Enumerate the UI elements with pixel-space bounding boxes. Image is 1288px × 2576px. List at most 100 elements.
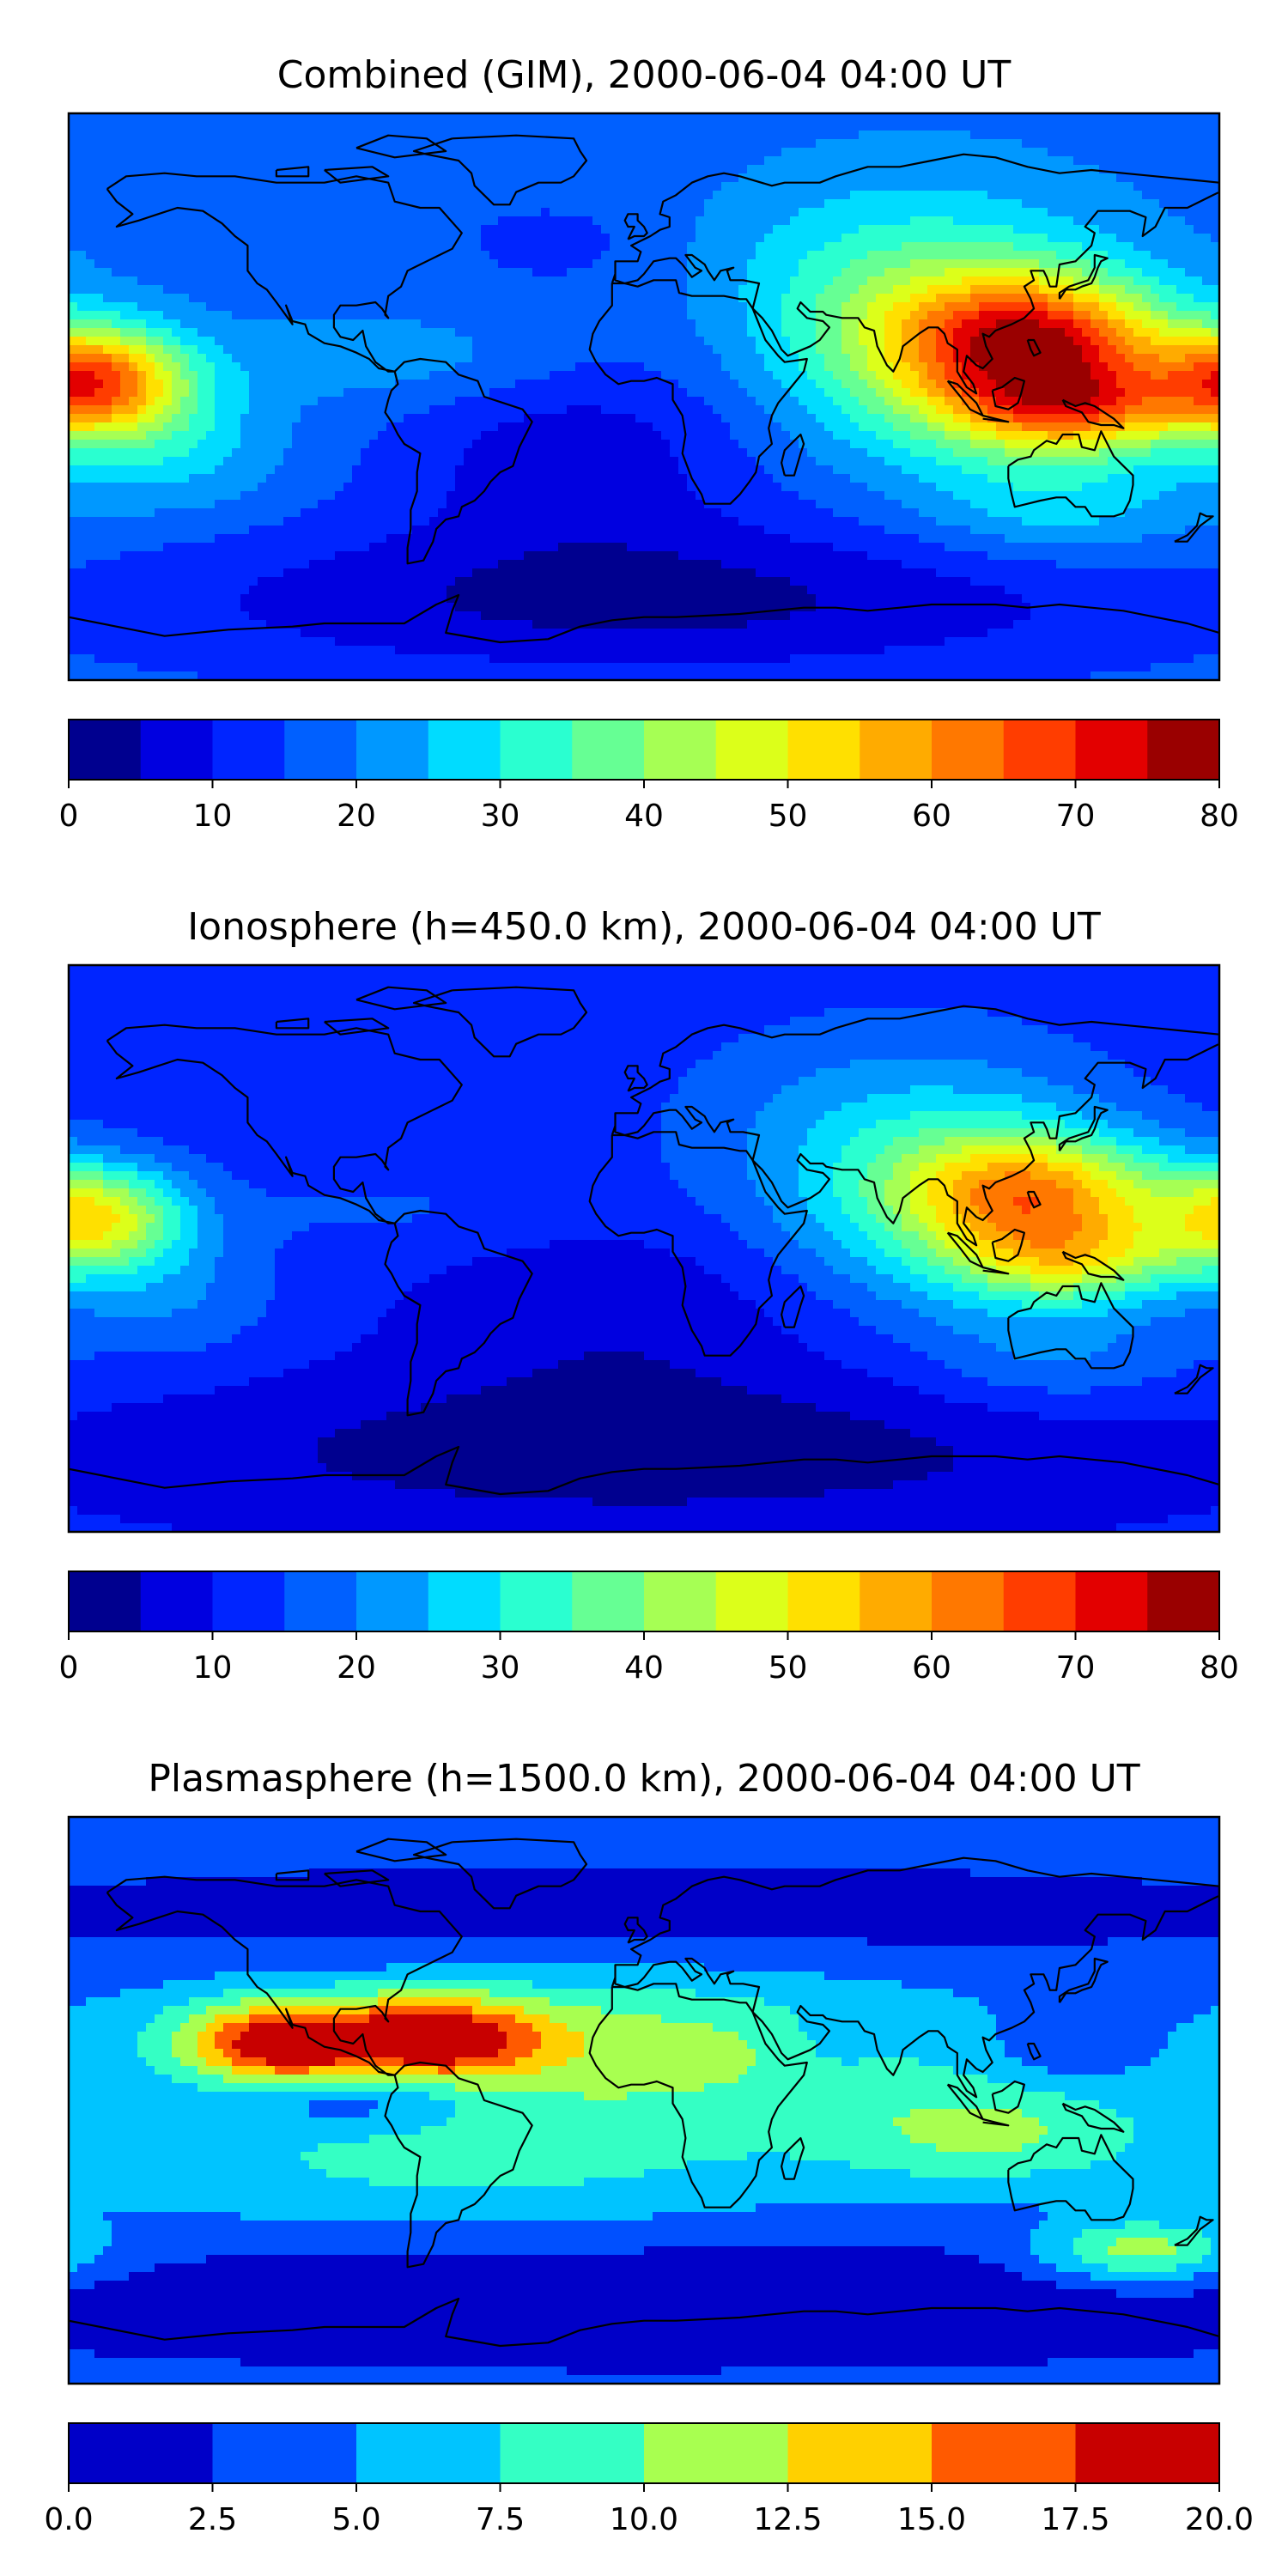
map-cell xyxy=(1211,371,1219,380)
map-cell xyxy=(447,259,456,269)
map-cell xyxy=(309,319,319,329)
map-cell xyxy=(996,173,1005,183)
map-cell xyxy=(567,276,576,286)
map-cell xyxy=(1125,328,1134,337)
map-cell xyxy=(756,354,765,363)
map-cell xyxy=(301,208,310,217)
map-cell xyxy=(687,319,696,329)
map-cell xyxy=(618,242,628,252)
map-cell xyxy=(1176,242,1186,252)
map-cell xyxy=(438,362,447,372)
map-cell xyxy=(1091,199,1100,209)
map-cell xyxy=(481,405,490,415)
map-cell xyxy=(747,268,756,277)
map-cell xyxy=(1108,208,1117,217)
map-cell xyxy=(155,371,164,380)
map-cell xyxy=(962,345,971,355)
map-cell xyxy=(962,173,971,183)
map-cell xyxy=(618,268,628,277)
map-cell xyxy=(1142,131,1151,140)
map-cell xyxy=(215,122,224,131)
map-cell xyxy=(343,285,353,295)
map-cell xyxy=(1116,319,1126,329)
map-cell xyxy=(240,191,250,200)
map-cell xyxy=(678,199,688,209)
map-cell xyxy=(824,354,834,363)
map-cell xyxy=(335,414,344,423)
map-cell xyxy=(550,259,559,269)
map-cell xyxy=(618,388,628,398)
map-cell xyxy=(1108,311,1117,320)
map-cell xyxy=(1194,414,1203,423)
map-cell xyxy=(919,345,928,355)
map-cell xyxy=(69,362,78,372)
map-cell xyxy=(137,337,147,346)
map-cell xyxy=(730,139,739,149)
map-cell xyxy=(962,311,971,320)
map-cell xyxy=(945,242,954,252)
map-cell xyxy=(1168,182,1177,191)
map-cell xyxy=(841,380,851,389)
map-cell xyxy=(429,294,439,303)
map-cell xyxy=(215,225,224,234)
map-cell xyxy=(86,148,95,157)
map-cell xyxy=(378,414,387,423)
map-cell xyxy=(644,371,653,380)
map-cell xyxy=(902,156,911,166)
map-cell xyxy=(232,251,241,260)
map-cell xyxy=(438,328,447,337)
map-cell xyxy=(850,182,860,191)
map-cell xyxy=(404,414,413,423)
map-cell xyxy=(283,294,293,303)
map-cell xyxy=(962,328,971,337)
map-cell xyxy=(378,148,387,157)
map-cell xyxy=(163,139,173,149)
map-cell xyxy=(464,131,473,140)
map-cell xyxy=(301,397,310,406)
map-cell xyxy=(747,345,756,355)
map-cell xyxy=(240,251,250,260)
map-cell xyxy=(833,345,842,355)
map-cell xyxy=(790,131,799,140)
map-cell xyxy=(747,294,756,303)
map-cell xyxy=(232,294,241,303)
map-cell xyxy=(120,276,130,286)
map-cell xyxy=(1151,173,1160,183)
map-cell xyxy=(807,113,817,123)
map-cell xyxy=(378,328,387,337)
map-cell xyxy=(240,431,250,440)
map-cell xyxy=(1039,113,1048,123)
map-cell xyxy=(558,345,568,355)
map-cell xyxy=(137,199,147,209)
map-cell xyxy=(876,337,885,346)
map-cell xyxy=(301,276,310,286)
map-cell xyxy=(326,388,336,398)
map-cell xyxy=(1091,182,1100,191)
map-cell xyxy=(172,422,181,432)
map-cell xyxy=(987,405,997,415)
map-cell xyxy=(610,371,619,380)
map-cell xyxy=(215,328,224,337)
map-cell xyxy=(635,268,645,277)
map-cell xyxy=(1082,234,1091,243)
map-cell xyxy=(1194,319,1203,329)
map-cell xyxy=(326,328,336,337)
map-cell xyxy=(378,319,387,329)
map-cell xyxy=(996,251,1005,260)
map-cell xyxy=(155,319,164,329)
map-cell xyxy=(781,148,791,157)
map-cell xyxy=(275,173,284,183)
map-cell xyxy=(369,319,379,329)
map-cell xyxy=(567,302,576,312)
map-cell xyxy=(489,371,499,380)
map-cell xyxy=(301,251,310,260)
map-cell xyxy=(507,337,516,346)
map-cell xyxy=(773,328,782,337)
map-cell xyxy=(833,285,842,295)
map-cell xyxy=(816,122,825,131)
map-cell xyxy=(215,319,224,329)
map-cell xyxy=(773,380,782,389)
map-cell xyxy=(850,216,860,226)
map-cell xyxy=(902,165,911,174)
map-cell xyxy=(1030,328,1040,337)
